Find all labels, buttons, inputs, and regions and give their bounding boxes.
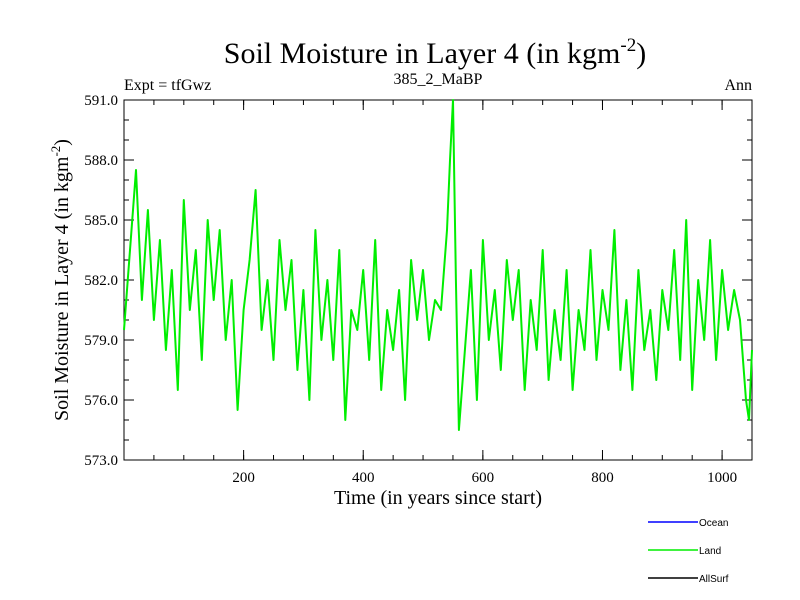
y-tick-label: 591.0 (84, 93, 118, 109)
x-tick-label: 600 (472, 470, 495, 486)
plot-frame (123, 99, 753, 461)
chart-title-sup: -2 (620, 35, 636, 56)
y-tick-label: 582.0 (84, 273, 118, 289)
y-axis-label-main: Soil Moisture in Layer 4 (in kgm (51, 156, 73, 421)
x-tick-label: 800 (591, 470, 614, 486)
y-axis-label: Soil Moisture in Layer 4 (in kgm-2) (48, 139, 73, 421)
legend: Ocean Land AllSurf (648, 518, 729, 585)
legend-label-allsurf: AllSurf (699, 574, 729, 585)
y-tick-label: 585.0 (84, 213, 118, 229)
y-tick-label: 579.0 (84, 333, 118, 349)
axis-ticks: 200 400 600 800 1000 573.0 576.0 579.0 582.0 585.… (84, 93, 752, 486)
x-tick-label: 200 (232, 470, 255, 486)
y-tick-label: 573.0 (84, 453, 118, 469)
series-layer (123, 99, 753, 431)
legend-label-ocean: Ocean (699, 518, 728, 529)
subtitle-center: 385_2_MaBP (394, 71, 483, 88)
x-axis-label: Time (in years since start) (334, 487, 542, 509)
y-axis-label-close: ) (51, 139, 73, 146)
y-tick-label: 588.0 (84, 153, 118, 169)
y-axis-label-sup: -2 (48, 146, 63, 157)
x-tick-label: 400 (352, 470, 375, 486)
chart-title-close: ) (636, 37, 646, 70)
chart-title-main: Soil Moisture in Layer 4 (in kgm (224, 37, 621, 70)
subtitle-left: Expt = tfGwz (124, 77, 211, 94)
x-tick-label: 1000 (707, 470, 737, 486)
subtitle-right: Ann (724, 77, 752, 94)
series-line-land (123, 99, 753, 431)
y-tick-label: 576.0 (84, 393, 118, 409)
legend-label-land: Land (699, 546, 721, 557)
chart-title: Soil Moisture in Layer 4 (in kgm-2) (224, 35, 646, 70)
